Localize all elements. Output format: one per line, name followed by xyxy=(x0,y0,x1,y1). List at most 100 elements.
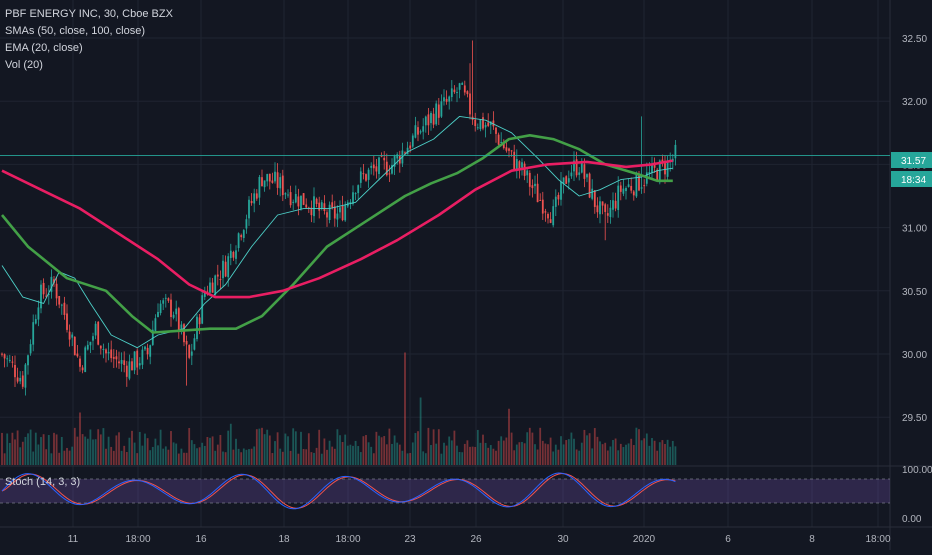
candle-body xyxy=(92,336,94,341)
volume-bar xyxy=(466,440,469,465)
candle-body xyxy=(586,174,588,178)
candle-body xyxy=(211,282,214,293)
volume-bar xyxy=(203,445,206,465)
volume-bar xyxy=(599,441,601,465)
volume-bar xyxy=(521,441,523,465)
candle-body xyxy=(196,316,198,340)
volume-bar xyxy=(73,427,76,465)
volume-bar xyxy=(222,451,224,465)
volume-bar xyxy=(271,453,274,465)
candle-body xyxy=(71,334,74,338)
volume-bar xyxy=(622,447,625,465)
volume-bar xyxy=(398,444,401,465)
volume-bar xyxy=(125,452,128,465)
candle-body xyxy=(45,295,48,297)
ema-indicator-label[interactable]: EMA (20, close) xyxy=(5,42,83,54)
candle-body xyxy=(458,83,461,90)
volume-bar xyxy=(320,453,323,465)
volume-bar xyxy=(63,450,66,465)
candle-body xyxy=(638,174,640,191)
candle-body xyxy=(469,93,471,115)
volume-bar xyxy=(476,429,479,465)
volume-bar xyxy=(292,428,295,465)
volume-bar xyxy=(86,438,89,465)
symbol-title[interactable]: PBF ENERGY INC, 30, Cboe BZX xyxy=(5,8,173,20)
volume-bar xyxy=(16,430,19,465)
volume-bar xyxy=(190,440,193,465)
volume-bar xyxy=(281,451,284,465)
volume-bar xyxy=(133,442,136,465)
volume-indicator-label[interactable]: Vol (20) xyxy=(5,59,43,71)
candle-body xyxy=(170,299,172,318)
candle-body xyxy=(27,355,29,366)
volume-bar xyxy=(632,445,635,465)
volume-bar xyxy=(417,431,419,465)
candle-body xyxy=(625,187,627,192)
volume-bar xyxy=(146,438,149,465)
candle-body xyxy=(8,359,11,361)
sma-indicator-label[interactable]: SMAs (50, close, 100, close) xyxy=(5,25,146,37)
candle-body xyxy=(136,350,139,368)
volume-bar xyxy=(172,442,175,465)
volume-bar xyxy=(206,436,209,465)
candle-body xyxy=(258,176,261,198)
volume-bar xyxy=(515,444,518,465)
volume-bar xyxy=(89,429,92,465)
candle-body xyxy=(328,204,331,221)
candle-body xyxy=(14,365,16,378)
volume-bar xyxy=(8,442,11,465)
volume-bar xyxy=(112,450,115,465)
candle-body xyxy=(534,183,536,187)
candle-body xyxy=(144,346,146,350)
candle-body xyxy=(268,173,271,182)
volume-bar xyxy=(183,452,185,465)
candle-body xyxy=(157,311,159,318)
volume-bar xyxy=(560,436,562,465)
volume-bar xyxy=(21,441,24,465)
candle-body xyxy=(66,313,68,330)
volume-bar xyxy=(344,434,347,465)
candle-body xyxy=(287,194,289,196)
volume-bar xyxy=(523,443,526,465)
candle-body xyxy=(354,193,357,195)
candle-body xyxy=(149,345,152,357)
volume-bar xyxy=(136,453,139,465)
candle-body xyxy=(367,169,370,180)
candle-body xyxy=(240,235,243,238)
volume-bar xyxy=(562,444,565,465)
countdown-badge-label: 18:34 xyxy=(901,175,926,186)
candle-body xyxy=(352,192,354,204)
volume-bar xyxy=(606,450,609,465)
volume-bar xyxy=(240,452,243,465)
volume-bar xyxy=(42,434,45,465)
candle-body xyxy=(32,322,35,345)
sma50-line xyxy=(0,134,673,334)
time-axis: 11 18:00 16 18 18:00 23 26 30 2020 6 8 18:00 xyxy=(68,534,891,545)
volume-bar xyxy=(612,440,614,465)
volume-bar xyxy=(404,352,406,465)
candle-body xyxy=(580,161,583,173)
volume-bar xyxy=(245,449,248,465)
candle-body xyxy=(305,204,308,208)
candle-body xyxy=(393,155,396,167)
countdown-badge xyxy=(891,171,932,187)
volume-bar xyxy=(151,446,154,465)
candle-body xyxy=(430,112,432,124)
candle-body xyxy=(573,160,575,172)
volume-bar xyxy=(370,446,373,465)
volume-bar xyxy=(307,433,310,465)
volume-bar xyxy=(310,452,313,465)
volume-bar xyxy=(365,435,367,465)
volume-bar xyxy=(456,445,458,465)
candle-body xyxy=(214,275,217,295)
volume-bar xyxy=(14,439,16,465)
volume-bar xyxy=(115,435,118,465)
candle-body xyxy=(315,198,318,204)
candle-body xyxy=(118,361,120,364)
stoch-legend[interactable]: Stoch (14, 3, 3) xyxy=(5,476,81,488)
volume-bar xyxy=(24,436,27,465)
candle-body xyxy=(510,150,513,152)
volume-bar xyxy=(367,442,370,465)
